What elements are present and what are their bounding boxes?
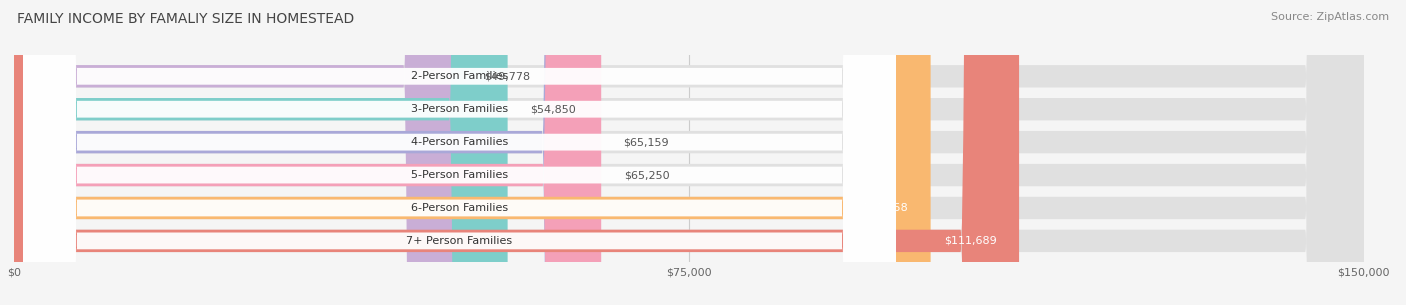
FancyBboxPatch shape bbox=[22, 0, 896, 305]
FancyBboxPatch shape bbox=[14, 0, 1364, 305]
Text: 7+ Person Families: 7+ Person Families bbox=[406, 236, 513, 246]
Text: 2-Person Families: 2-Person Families bbox=[411, 71, 508, 81]
FancyBboxPatch shape bbox=[14, 0, 600, 305]
FancyBboxPatch shape bbox=[14, 0, 508, 305]
Text: $49,778: $49,778 bbox=[485, 71, 530, 81]
Text: $101,858: $101,858 bbox=[855, 203, 908, 213]
FancyBboxPatch shape bbox=[22, 0, 896, 305]
FancyBboxPatch shape bbox=[22, 0, 896, 305]
Text: FAMILY INCOME BY FAMALIY SIZE IN HOMESTEAD: FAMILY INCOME BY FAMALIY SIZE IN HOMESTE… bbox=[17, 12, 354, 26]
Text: 3-Person Families: 3-Person Families bbox=[411, 104, 508, 114]
FancyBboxPatch shape bbox=[14, 0, 1364, 305]
Text: $65,159: $65,159 bbox=[623, 137, 668, 147]
FancyBboxPatch shape bbox=[14, 0, 463, 305]
FancyBboxPatch shape bbox=[14, 0, 1364, 305]
FancyBboxPatch shape bbox=[14, 0, 931, 305]
Text: $54,850: $54,850 bbox=[530, 104, 576, 114]
FancyBboxPatch shape bbox=[14, 0, 1364, 305]
Text: 5-Person Families: 5-Person Families bbox=[411, 170, 508, 180]
Text: $65,250: $65,250 bbox=[624, 170, 669, 180]
Text: $111,689: $111,689 bbox=[943, 236, 997, 246]
FancyBboxPatch shape bbox=[22, 0, 896, 305]
FancyBboxPatch shape bbox=[22, 0, 896, 305]
Text: 6-Person Families: 6-Person Families bbox=[411, 203, 508, 213]
FancyBboxPatch shape bbox=[22, 0, 896, 305]
Text: 4-Person Families: 4-Person Families bbox=[411, 137, 508, 147]
FancyBboxPatch shape bbox=[14, 0, 602, 305]
FancyBboxPatch shape bbox=[14, 0, 1364, 305]
FancyBboxPatch shape bbox=[14, 0, 1019, 305]
Text: Source: ZipAtlas.com: Source: ZipAtlas.com bbox=[1271, 12, 1389, 22]
FancyBboxPatch shape bbox=[14, 0, 1364, 305]
